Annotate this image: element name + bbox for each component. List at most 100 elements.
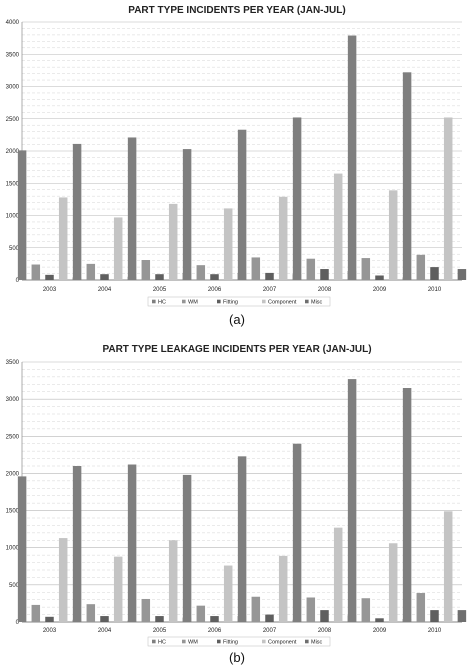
bar-hc-2007 <box>237 456 247 622</box>
bar-component-2003 <box>58 538 68 622</box>
y-tick-label: 2000 <box>6 471 20 477</box>
bar-misc-2010 <box>457 269 467 280</box>
bar-component-2004 <box>113 217 123 280</box>
y-tick-label: 3500 <box>6 52 20 58</box>
legend-label-hc: HC <box>158 299 166 305</box>
bar-fitting-2006 <box>210 274 219 280</box>
legend-swatch-fitting <box>217 639 221 644</box>
chart-title: PART TYPE INCIDENTS PER YEAR (JAN-JUL) <box>128 5 345 16</box>
bar-hc-2010 <box>402 388 412 622</box>
legend-swatch-wm <box>182 639 186 644</box>
bar-fitting-2003 <box>45 616 54 622</box>
bar-component-2007 <box>278 196 288 280</box>
x-tick-label: 2008 <box>318 628 332 634</box>
bar-fitting-2007 <box>265 614 274 622</box>
bar-hc-2009 <box>347 379 357 622</box>
bar-component-2005 <box>168 203 178 280</box>
legend-label-wm: WM <box>188 639 198 645</box>
x-tick-label: 2005 <box>153 628 167 634</box>
bar-wm-2008 <box>306 597 316 622</box>
bar-wm-2006 <box>196 265 206 280</box>
bar-wm-2005 <box>141 598 151 622</box>
bar-hc-2004 <box>72 143 82 280</box>
bar-fitting-2007 <box>265 272 274 280</box>
bar-component-2008 <box>333 527 343 622</box>
legend-label-wm: WM <box>188 299 198 305</box>
x-tick-label: 2006 <box>208 287 222 293</box>
bar-wm-2010 <box>416 593 426 622</box>
bar-component-2003 <box>58 197 68 280</box>
y-tick-label: 2500 <box>6 117 20 123</box>
y-tick-label: 4000 <box>6 20 20 26</box>
y-tick-label: 0 <box>16 620 20 626</box>
bar-hc-2008 <box>292 117 302 281</box>
x-tick-label: 2010 <box>428 628 442 634</box>
y-tick-label: 500 <box>9 583 20 589</box>
bar-hc-2006 <box>182 149 192 280</box>
bar-hc-2006 <box>182 474 192 622</box>
x-tick-label: 2003 <box>43 628 57 634</box>
bar-component-2005 <box>168 540 178 622</box>
bar-wm-2006 <box>196 605 206 622</box>
legend-label-hc: HC <box>158 639 166 645</box>
bar-wm-2005 <box>141 260 151 280</box>
chart-panel-b: PART TYPE LEAKAGE INCIDENTS PER YEAR (JA… <box>0 335 474 669</box>
x-tick-label: 2009 <box>373 628 387 634</box>
y-tick-label: 1500 <box>6 181 20 187</box>
x-tick-label: 2006 <box>208 628 222 634</box>
bar-component-2010 <box>443 117 453 281</box>
bar-hc-2005 <box>127 137 137 280</box>
legend <box>147 636 331 647</box>
y-tick-label: 1000 <box>6 214 20 220</box>
legend-swatch-misc <box>305 639 309 644</box>
bar-fitting-2006 <box>210 616 219 622</box>
legend-swatch-wm <box>182 299 186 304</box>
bar-wm-2008 <box>306 258 316 280</box>
bar-fitting-2010 <box>430 610 439 622</box>
bar-fitting-2005 <box>155 274 164 280</box>
legend-label-misc: Misc <box>311 299 323 305</box>
bar-fitting-2004 <box>100 274 109 280</box>
x-tick-label: 2008 <box>318 287 332 293</box>
bar-wm-2004 <box>86 604 96 622</box>
bar-component-2004 <box>113 556 123 622</box>
x-tick-label: 2009 <box>373 287 387 293</box>
legend <box>147 296 331 307</box>
leakage-chart: PART TYPE LEAKAGE INCIDENTS PER YEAR (JA… <box>6 344 467 665</box>
bar-fitting-2009 <box>375 275 384 280</box>
bar-fitting-2010 <box>430 267 439 280</box>
bar-wm-2003 <box>31 604 41 622</box>
bar-wm-2009 <box>361 258 371 280</box>
bar-wm-2007 <box>251 257 261 280</box>
bar-component-2009 <box>388 190 398 280</box>
chart-caption: (b) <box>229 650 245 665</box>
bar-wm-2009 <box>361 598 371 622</box>
chart-title: PART TYPE LEAKAGE INCIDENTS PER YEAR (JA… <box>102 344 371 355</box>
bar-misc-2010 <box>457 610 467 622</box>
bar-fitting-2003 <box>45 274 54 280</box>
bar-component-2008 <box>333 173 343 280</box>
bar-fitting-2005 <box>155 616 164 622</box>
bar-wm-2003 <box>31 264 41 280</box>
bar-wm-2007 <box>251 596 261 622</box>
x-tick-label: 2004 <box>98 628 112 634</box>
y-tick-label: 3000 <box>6 397 20 403</box>
legend-swatch-hc <box>152 299 156 304</box>
y-tick-label: 3500 <box>6 360 20 366</box>
bar-fitting-2009 <box>375 618 384 622</box>
bar-hc-2009 <box>347 35 357 280</box>
bar-fitting-2008 <box>320 269 329 280</box>
bar-hc-2004 <box>72 466 82 622</box>
bar-component-2006 <box>223 565 233 622</box>
bar-component-2006 <box>223 208 233 280</box>
x-tick-label: 2004 <box>98 287 112 293</box>
legend-label-component: Component <box>268 299 297 305</box>
legend-label-fitting: Fitting <box>223 639 238 645</box>
y-tick-label: 1000 <box>6 546 20 552</box>
legend-swatch-fitting <box>217 299 221 304</box>
x-tick-label: 2007 <box>263 287 277 293</box>
y-tick-label: 500 <box>9 246 20 252</box>
y-tick-label: 1500 <box>6 509 20 515</box>
bar-component-2010 <box>443 511 453 622</box>
legend-label-fitting: Fitting <box>223 299 238 305</box>
